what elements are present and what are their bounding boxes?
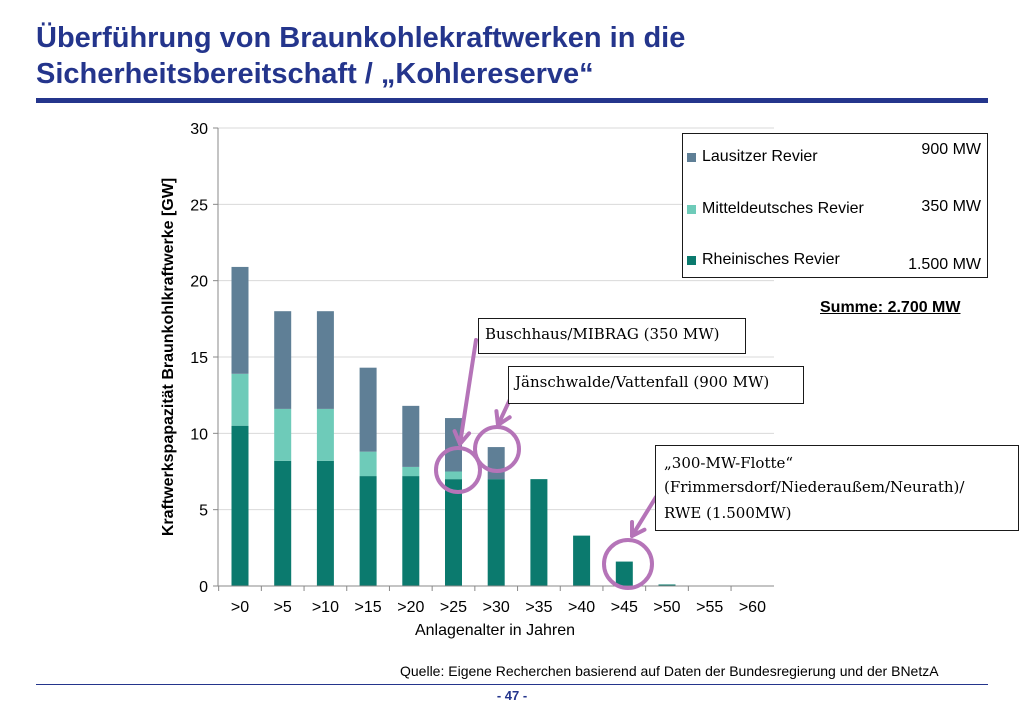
y-tick-label-1: 5 (199, 503, 208, 520)
bar-segment-s0-c3 (359, 476, 377, 586)
y-tick-label-2: 10 (190, 426, 208, 443)
legend-mw-lausitz: 900 MW (921, 141, 981, 158)
arrow-300mw-flotte (630, 495, 658, 538)
bar-segment-s2-c3 (359, 367, 377, 452)
callout-300mw-line3: RWE (1.500MW) (664, 504, 792, 522)
y-tick-label-0: 0 (199, 579, 208, 596)
bar-segment-s0-c2 (316, 460, 334, 586)
y-tick-label-5: 25 (190, 197, 208, 214)
title-divider (36, 98, 988, 103)
x-tick-label-6: >30 (483, 599, 510, 616)
source-note: Quelle: Eigene Recherchen basierend auf … (400, 663, 939, 679)
bar-segment-s0-c9 (615, 561, 633, 586)
legend-item-mitteldeutsch: Mitteldeutsches Revier (687, 200, 864, 218)
legend-swatch-mitteldeutsch (687, 204, 696, 214)
x-tick-label-7: >35 (525, 599, 552, 616)
x-tick-label-2: >10 (312, 599, 339, 616)
y-tick-label-6: 30 (190, 121, 208, 138)
legend-swatch-rheinisch (687, 255, 696, 265)
legend-label-rheinisch: Rheinisches Revier (702, 251, 840, 268)
bar-segment-s1-c3 (359, 451, 377, 477)
bar-segment-s0-c1 (274, 460, 292, 586)
legend-mw-rheinisch: 1.500 MW (908, 256, 981, 273)
bar-segment-s2-c1 (274, 311, 292, 409)
legend-label-lausitz: Lausitzer Revier (702, 148, 818, 165)
bar-segment-s1-c5 (445, 471, 462, 480)
legend-swatch-lausitz (687, 152, 696, 162)
bar-segment-s1-c1 (274, 408, 292, 461)
slide-title-line2: Sicherheitsbereitschaft / „Kohlereserve“ (36, 58, 594, 90)
bar-segment-s0-c10 (658, 584, 676, 586)
bar-segment-s0-c8 (573, 535, 591, 586)
footer-divider (36, 684, 988, 685)
chart-grid (218, 127, 774, 511)
x-axis-label: Anlagenalter in Jahren (414, 622, 576, 639)
legend-item-lausitz: Lausitzer Revier (687, 148, 818, 166)
x-tick-label-11: >55 (696, 599, 723, 616)
bar-segment-s2-c2 (316, 311, 334, 409)
legend-item-rheinisch: Rheinisches Revier (687, 251, 840, 269)
x-tick-label-1: >5 (274, 599, 292, 616)
y-tick-label-3: 15 (190, 350, 208, 367)
bar-segment-s0-c7 (530, 479, 548, 586)
bar-segment-s2-c0 (231, 266, 249, 374)
slide-title: Überführung von Braunkohlekraftwerken in… (36, 20, 996, 92)
chart-legend: Lausitzer Revier 900 MW Mitteldeutsches … (682, 133, 988, 278)
x-tick-label-10: >50 (653, 599, 680, 616)
callout-jaenschwalde: Jänschwalde/Vattenfall (900 MW) (508, 366, 804, 404)
legend-mw-mitteldeutsch: 350 MW (921, 198, 981, 215)
callout-buschhaus: Buschhaus/MIBRAG (350 MW) (478, 318, 746, 354)
x-tick-label-9: >45 (611, 599, 638, 616)
highlight-circle-45 (602, 538, 654, 590)
bar-segment-s2-c6 (487, 447, 505, 480)
y-axis-label: Kraftwerkspapazität Braunkohlkraftwerke … (160, 177, 177, 537)
callout-300mw-line1: „300-MW-Flotte“ (664, 454, 794, 472)
bar-segment-s0-c4 (402, 476, 420, 586)
bar-segment-s0-c6 (487, 479, 505, 586)
bar-segment-s2-c4 (402, 405, 420, 467)
highlight-circle-25 (434, 446, 482, 494)
slide-title-line1: Überführung von Braunkohlekraftwerken in… (36, 22, 686, 54)
bar-segment-s1-c0 (231, 373, 249, 426)
bar-segment-s1-c4 (402, 466, 420, 477)
x-tick-label-0: >0 (231, 599, 249, 616)
x-tick-label-3: >15 (355, 599, 382, 616)
bar-segment-s0-c5 (445, 479, 462, 586)
x-tick-label-12: >60 (739, 599, 766, 616)
chart-highlight-circles (434, 338, 658, 590)
chart-bars (231, 266, 676, 586)
arrow-buschhaus (452, 338, 478, 446)
legend-label-mitteldeutsch: Mitteldeutsches Revier (702, 200, 864, 217)
x-tick-label-5: >25 (440, 599, 467, 616)
x-tick-label-4: >20 (397, 599, 424, 616)
summe-total: Summe: 2.700 MW (820, 299, 961, 316)
y-tick-label-4: 20 (190, 274, 208, 291)
bar-segment-s0-c0 (231, 425, 249, 586)
x-tick-label-8: >40 (568, 599, 595, 616)
highlight-circle-30 (473, 425, 521, 473)
callout-300mw-line2: (Frimmersdorf/Niederaußem/Neurath)/ (664, 478, 965, 496)
chart-axes: 0 5 10 15 20 25 30 >0 >5 >10 >15 >20 >25 >30 >35 >40 >45… (190, 121, 774, 616)
page-number: - 47 - (496, 688, 528, 703)
bar-segment-s2-c5 (445, 418, 462, 472)
callout-300mw-flotte: „300-MW-Flotte“ (Frimmersdorf/Niederauße… (655, 445, 1019, 531)
bar-segment-s1-c2 (316, 408, 334, 461)
